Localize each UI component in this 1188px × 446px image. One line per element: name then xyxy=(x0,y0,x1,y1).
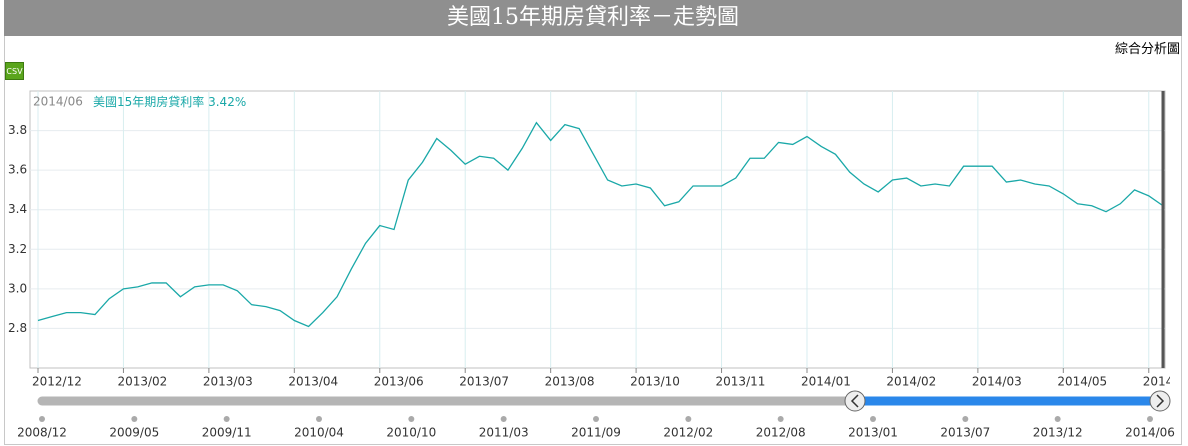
nav-label: 2013/01 xyxy=(848,426,898,440)
x-tick-label: 2014/02 xyxy=(886,375,936,389)
nav-dot xyxy=(1147,416,1153,422)
nav-dot xyxy=(777,416,784,422)
nav-dot xyxy=(962,416,969,422)
x-labels: 2012/12 2013/02 2013/03 2013/04 2013/06 2013/… xyxy=(32,375,1188,389)
y-tick-label: 3.6 xyxy=(8,163,27,177)
x-tick-label: 2013/10 xyxy=(630,375,680,389)
nav-dot xyxy=(593,416,599,422)
nav-label: 2008/12 xyxy=(17,426,67,440)
nav-arrow xyxy=(1156,394,1165,408)
nav-label: 2011/09 xyxy=(571,426,621,440)
nav-dot xyxy=(685,416,692,422)
legend-value: 3.42% xyxy=(208,95,246,109)
x-tick-label: 2013/08 xyxy=(545,375,595,389)
nav-dot xyxy=(500,416,507,422)
x-tick-label: 2013/07 xyxy=(459,375,509,389)
nav-arrow xyxy=(850,394,859,408)
y-tick-label: 3.4 xyxy=(8,202,27,216)
x-tick-label: 2014/01 xyxy=(801,375,851,389)
analysis-link[interactable]: 綜合分析圖 xyxy=(1114,42,1180,57)
x-tick-label: 2014/03 xyxy=(972,375,1022,389)
y-tick-label: 3.8 xyxy=(8,123,27,137)
chart-frame xyxy=(4,36,1182,445)
x-tick-label: 2014/06 xyxy=(1143,375,1188,389)
y-tick-label: 3.2 xyxy=(8,242,27,256)
nav-label: 2010/04 xyxy=(294,426,344,440)
nav-label: 2013/07 xyxy=(940,426,990,440)
title-bar: 美國15年期房貸利率－走勢圖 xyxy=(4,0,1182,36)
nav-handle[interactable] xyxy=(1149,390,1171,412)
nav-label: 2009/11 xyxy=(202,426,252,440)
x-tick-label: 2013/06 xyxy=(374,375,424,389)
nav-label: 2012/08 xyxy=(756,426,806,440)
y-tick-label: 3.0 xyxy=(8,281,27,295)
nav-dot xyxy=(131,416,138,422)
legend-date: 2014/06 xyxy=(33,95,83,109)
x-tick-label: 2013/03 xyxy=(203,375,253,389)
x-tick-label: 2013/04 xyxy=(288,375,338,389)
nav-dot xyxy=(870,416,876,422)
nav-label: 2014/06 xyxy=(1125,426,1175,440)
series-line xyxy=(37,121,1164,328)
y-tick-label: 2.8 xyxy=(8,321,27,335)
csv-button[interactable]: CSV xyxy=(5,62,24,80)
nav-dot xyxy=(408,416,415,422)
nav-handle[interactable] xyxy=(844,390,866,412)
legend-name: 美國15年期房貸利率 xyxy=(93,94,204,109)
nav-label: 2010/10 xyxy=(386,426,436,440)
nav-label: 2013/12 xyxy=(1033,426,1083,440)
nav-dot xyxy=(316,416,322,422)
x-tick-label: 2013/02 xyxy=(117,375,167,389)
x-tick-label: 2013/11 xyxy=(716,375,766,389)
legend-label: 美國15年期房貸利率 3.42% xyxy=(93,94,246,109)
x-tick-label: 2012/12 xyxy=(32,375,82,389)
x-tick-label: 2014/05 xyxy=(1057,375,1107,389)
plot-area xyxy=(29,90,1166,369)
nav-dot xyxy=(223,416,230,422)
nav-label: 2011/03 xyxy=(479,426,529,440)
nav-label: 2009/05 xyxy=(109,426,159,440)
nav-dot xyxy=(39,416,45,422)
nav-dot xyxy=(1054,416,1061,422)
nav-label: 2012/02 xyxy=(663,426,713,440)
